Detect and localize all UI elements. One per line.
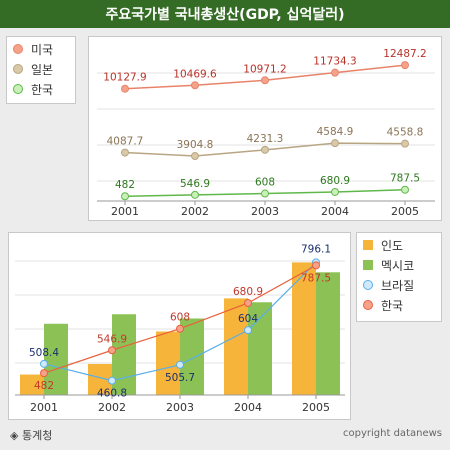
bottom-data-label-0-1: 460.8 <box>97 388 127 400</box>
top-point-0-0 <box>121 84 129 93</box>
top-point-0-1 <box>191 81 199 90</box>
top-legend-swatch-2 <box>13 84 23 94</box>
top-data-label-0-0: 10127.9 <box>103 72 146 84</box>
top-data-label-0-3: 11734.3 <box>313 56 356 68</box>
top-point-1-0 <box>121 148 129 157</box>
top-x-tick-label-0: 2001 <box>111 205 139 218</box>
bottom-bar-0-4 <box>292 262 316 395</box>
top-point-2-1 <box>191 190 199 199</box>
bottom-legend-label-3: 한국 <box>381 298 404 313</box>
top-point-1-3 <box>331 139 339 148</box>
top-data-label-0-4: 12487.2 <box>383 48 426 60</box>
bottom-x-tick-label-1: 2002 <box>98 401 126 414</box>
bottom-point-0-0 <box>40 359 48 368</box>
top-legend-swatch-1 <box>13 64 23 74</box>
top-point-0-4 <box>401 61 409 70</box>
bottom-data-label-1-0: 482 <box>34 380 54 392</box>
top-chart-panel: 2001 2002 2003 2004 2005 10127.9 10469.6 10971.… <box>88 36 442 221</box>
top-legend-label-2: 한국 <box>31 82 54 97</box>
bottom-legend-item-3: 한국 <box>357 295 441 315</box>
bottom-bar-1-4 <box>316 272 340 395</box>
bottom-point-0-1 <box>108 376 116 385</box>
bottom-bar-0-2 <box>156 331 180 395</box>
bottom-bar-1-1 <box>112 314 136 395</box>
top-point-0-3 <box>331 68 339 77</box>
bottom-data-label-1-1: 546.9 <box>97 333 127 345</box>
bottom-data-label-1-2: 608 <box>170 312 190 324</box>
top-x-tick-label-2: 2003 <box>251 205 279 218</box>
top-data-label-2-2: 608 <box>255 177 275 189</box>
top-data-label-1-0: 4087.7 <box>107 136 144 148</box>
bottom-chart-panel: 2001 2002 2003 2004 2005 508.4 460.8 505.7 604 79… <box>8 232 351 420</box>
bottom-point-0-2 <box>176 360 184 369</box>
top-legend-item-2: 한국 <box>7 79 75 99</box>
bottom-legend-item-1: 멕시코 <box>357 255 441 275</box>
bottom-bar-0-3 <box>224 298 248 395</box>
top-data-label-2-1: 546.9 <box>180 178 210 190</box>
bottom-legend-label-0: 인도 <box>381 238 404 253</box>
top-data-label-0-2: 10971.2 <box>243 63 286 75</box>
top-legend-label-1: 일본 <box>31 62 54 77</box>
top-data-label-2-0: 482 <box>115 179 135 191</box>
bottom-bar-0-0 <box>20 374 44 395</box>
bottom-point-1-1 <box>108 346 116 355</box>
top-point-1-2 <box>261 145 269 154</box>
bottom-data-label-0-4: 796.1 <box>301 243 331 255</box>
top-legend-item-1: 일본 <box>7 59 75 79</box>
top-data-label-1-2: 4231.3 <box>247 133 284 145</box>
top-point-2-3 <box>331 187 339 196</box>
bottom-combo-chart: 2001 2002 2003 2004 2005 508.4 460.8 505.7 604 79… <box>15 243 345 414</box>
top-legend-label-0: 미국 <box>31 42 54 57</box>
top-x-tick-label-1: 2002 <box>181 205 209 218</box>
bottom-x-tick-label-0: 2001 <box>30 401 58 414</box>
bottom-legend-swatch-2 <box>363 280 373 290</box>
top-data-label-2-4: 787.5 <box>390 173 420 185</box>
bottom-legend-label-1: 멕시코 <box>381 258 415 273</box>
bottom-data-label-1-3: 680.9 <box>233 286 263 298</box>
top-data-label-1-1: 3904.8 <box>177 139 214 151</box>
top-data-label-1-4: 4558.8 <box>387 127 424 139</box>
copyright-label: copyright datanews <box>343 428 442 439</box>
bottom-point-1-2 <box>176 324 184 333</box>
bottom-x-tick-label-2: 2003 <box>166 401 194 414</box>
top-point-2-2 <box>261 189 269 198</box>
bottom-bar-1-0 <box>44 323 68 395</box>
top-legend-item-0: 미국 <box>7 39 75 59</box>
bottom-point-1-4 <box>312 261 320 270</box>
top-data-label-2-3: 680.9 <box>320 175 350 187</box>
bottom-point-0-3 <box>244 326 252 335</box>
top-data-label-0-1: 10469.6 <box>173 68 217 80</box>
top-point-1-1 <box>191 152 199 161</box>
bottom-data-label-0-2: 505.7 <box>165 372 195 384</box>
bottom-legend-swatch-3 <box>363 300 373 310</box>
bottom-legend-swatch-1 <box>363 260 373 270</box>
bottom-point-1-3 <box>244 298 252 307</box>
top-legend-swatch-0 <box>13 44 23 54</box>
top-x-tick-label-3: 2004 <box>321 205 349 218</box>
bottom-x-tick-label-3: 2004 <box>234 401 262 414</box>
bottom-legend-item-0: 인도 <box>357 235 441 255</box>
top-point-2-4 <box>401 185 409 194</box>
top-x-tick-label-4: 2005 <box>391 205 419 218</box>
bottom-data-label-0-0: 508.4 <box>29 347 59 359</box>
top-data-label-1-3: 4584.9 <box>317 126 354 138</box>
bottom-bar-1-2 <box>180 318 204 395</box>
bottom-legend-label-2: 브라질 <box>381 278 415 293</box>
top-point-0-2 <box>261 76 269 85</box>
bottom-legend-item-2: 브라질 <box>357 275 441 295</box>
top-point-1-4 <box>401 139 409 148</box>
bottom-data-label-1-4: 787.5 <box>301 272 331 284</box>
bottom-point-1-0 <box>40 369 48 378</box>
bottom-legend-swatch-0 <box>363 240 373 250</box>
top-line-chart: 2001 2002 2003 2004 2005 10127.9 10469.6 10971.… <box>97 48 435 218</box>
bottom-x-tick-label-4: 2005 <box>302 401 330 414</box>
chart-title: 주요국가별 국내총생산(GDP, 십억달러) <box>0 0 450 28</box>
bottom-data-label-0-3: 604 <box>238 313 258 325</box>
source-label: ◈ 통계청 <box>10 429 53 442</box>
top-point-2-0 <box>121 192 129 201</box>
